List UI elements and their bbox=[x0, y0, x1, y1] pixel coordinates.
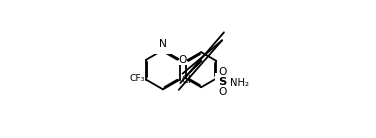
Text: O: O bbox=[179, 55, 187, 65]
Text: O: O bbox=[218, 87, 226, 97]
Text: CF₃: CF₃ bbox=[129, 75, 144, 83]
Text: O: O bbox=[218, 67, 226, 77]
Text: S: S bbox=[218, 77, 226, 87]
Text: Cl: Cl bbox=[182, 75, 192, 85]
Text: N: N bbox=[159, 39, 167, 49]
Text: NH₂: NH₂ bbox=[230, 78, 249, 88]
